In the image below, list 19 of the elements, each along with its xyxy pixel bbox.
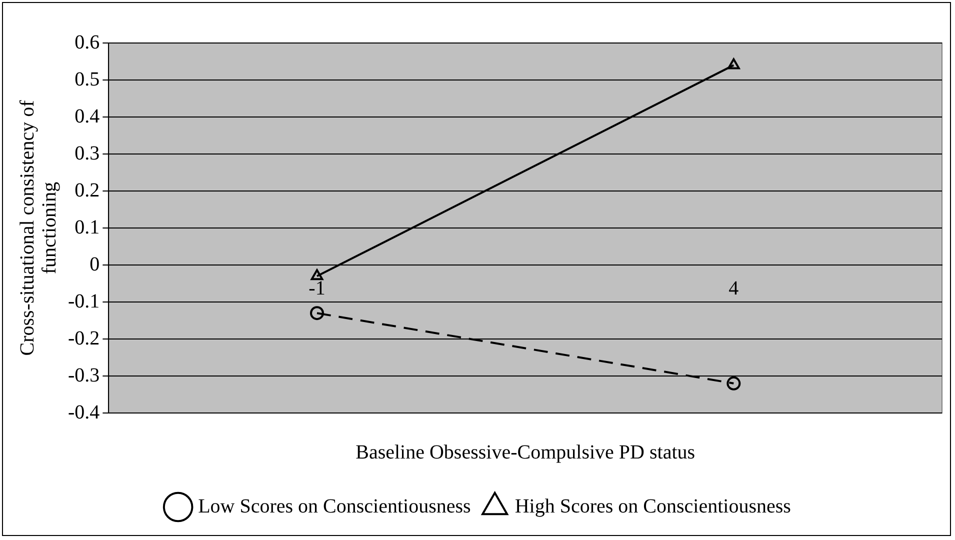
y-tick-label: -0.3 [68, 364, 100, 386]
x-axis-title: Baseline Obsessive-Compulsive PD status [356, 441, 696, 464]
legend-label: Low Scores on Conscientiousness [198, 495, 472, 518]
y-tick-label: 0.2 [74, 179, 100, 202]
x-tick-label: 4 [728, 277, 739, 300]
y-axis-title: Cross-situational consistency of functioning [16, 100, 60, 356]
point [310, 306, 324, 320]
y-tick-label: -0.4 [68, 401, 100, 424]
y-tick-label: 0.5 [74, 68, 100, 90]
point [726, 376, 741, 390]
y-tick-label: 0.6 [74, 31, 100, 54]
y-tick-label: 0 [90, 253, 100, 276]
y-tick-label: 0.1 [74, 216, 100, 238]
y-tick-label: -0.1 [68, 290, 100, 312]
y-tick-label: -0.2 [68, 327, 100, 350]
x-tick-label: -1 [308, 277, 326, 300]
y-tick-label: 0.3 [74, 142, 100, 164]
legend-label: High Scores on Conscientiousness [514, 495, 792, 518]
y-tick-label: 0.4 [74, 105, 100, 128]
